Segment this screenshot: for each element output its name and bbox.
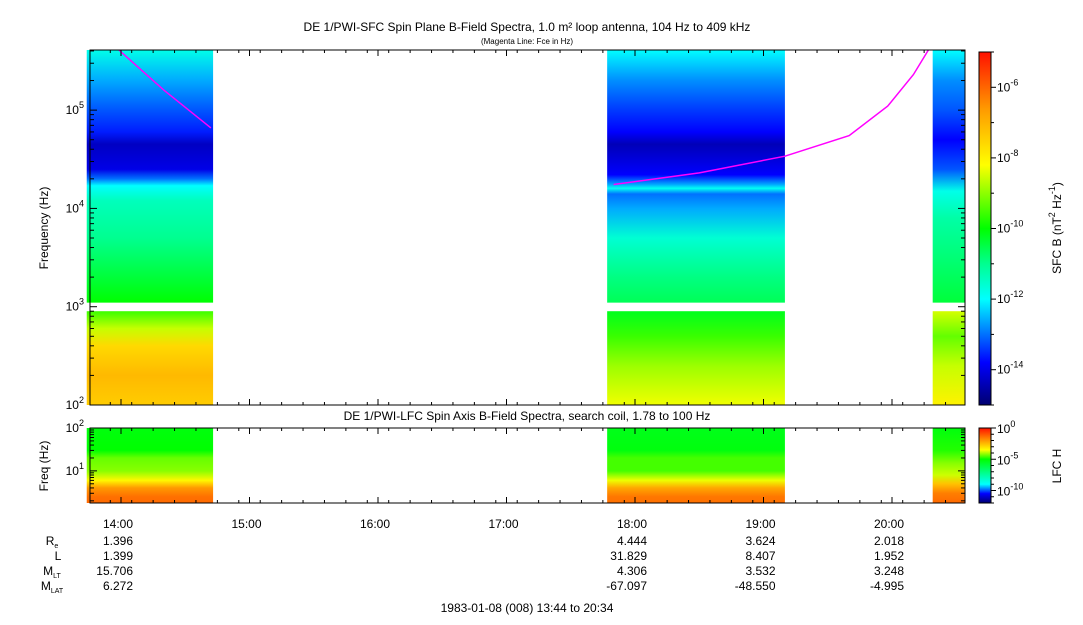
ephemeris-row-label: L bbox=[55, 549, 62, 563]
lfc-spectrum-band bbox=[86, 428, 214, 503]
x-tick-label: 14:00 bbox=[103, 517, 133, 531]
sfc-spectrum-lower-band bbox=[932, 311, 965, 405]
colorbar-tick-label: 10-10 bbox=[997, 482, 1023, 499]
ephemeris-value: 3.248 bbox=[874, 564, 904, 578]
bottom-panel-title: DE 1/PWI-LFC Spin Axis B-Field Spectra, … bbox=[344, 409, 711, 423]
x-tick-label: 17:00 bbox=[488, 517, 518, 531]
top-y-label: Frequency (Hz) bbox=[37, 187, 51, 270]
ephemeris-value: 4.306 bbox=[617, 564, 647, 578]
y-tick-label: 102 bbox=[66, 418, 84, 435]
ephemeris-value: 1.396 bbox=[103, 534, 133, 548]
date-caption: 1983-01-08 (008) 13:44 to 20:34 bbox=[441, 601, 614, 615]
ephemeris-value: -48.550 bbox=[735, 579, 776, 593]
sfc-colorbar-label: SFC B (nT2 Hz-1) bbox=[1047, 182, 1064, 274]
sfc-spectrum-upper-band bbox=[607, 50, 785, 303]
colorbar-tick-label: 10-6 bbox=[997, 77, 1018, 94]
colorbar-tick-label: 10-10 bbox=[997, 219, 1023, 236]
colorbar-tick-label: 10-12 bbox=[997, 289, 1023, 306]
lfc-spectrum-band bbox=[932, 428, 965, 503]
ephemeris-row-label: MLT bbox=[43, 564, 61, 580]
ephemeris-value: 1.952 bbox=[874, 549, 904, 563]
ephemeris-value: -4.995 bbox=[870, 579, 904, 593]
ephemeris-value: 6.272 bbox=[103, 579, 133, 593]
sfc-spectrum-lower-band bbox=[86, 311, 214, 405]
ephemeris-value: -67.097 bbox=[606, 579, 647, 593]
ephemeris-value: 15.706 bbox=[96, 564, 133, 578]
sfc-colorbar bbox=[978, 51, 992, 406]
y-tick-label: 102 bbox=[66, 395, 84, 412]
lfc-plot-frame bbox=[89, 427, 966, 504]
sfc-spectrum-upper-band bbox=[86, 50, 214, 303]
colorbar-tick-label: 100 bbox=[997, 419, 1015, 436]
sfc-spectrum-upper-band bbox=[932, 50, 965, 303]
lfc-panel: 101 102 bbox=[66, 418, 966, 504]
ephemeris-value: 4.444 bbox=[617, 534, 647, 548]
bottom-y-label: Freq (Hz) bbox=[37, 441, 51, 492]
ephemeris-value: 2.018 bbox=[874, 534, 904, 548]
lfc-spectrum-band bbox=[607, 428, 785, 503]
colorbar-tick-label: 10-14 bbox=[997, 360, 1023, 377]
sfc-spectrum-lower-band bbox=[607, 311, 785, 405]
colorbar-tick-label: 10-5 bbox=[997, 450, 1018, 467]
lfc-colorbar bbox=[978, 427, 992, 504]
ephemeris-value: 1.399 bbox=[103, 549, 133, 563]
x-tick-label: 16:00 bbox=[360, 517, 390, 531]
sfc-panel: 102 103 104 105 bbox=[66, 49, 966, 412]
ephemeris-value: 31.829 bbox=[610, 549, 647, 563]
y-tick-label: 101 bbox=[66, 461, 84, 478]
ephemeris-value: 3.532 bbox=[745, 564, 775, 578]
x-tick-label: 18:00 bbox=[617, 517, 647, 531]
top-panel-title: DE 1/PWI-SFC Spin Plane B-Field Spectra,… bbox=[304, 20, 751, 34]
sfc-plot-frame bbox=[89, 49, 966, 406]
x-tick-label: 19:00 bbox=[745, 517, 775, 531]
ephemeris-row-label: MLAT bbox=[41, 579, 64, 595]
top-panel-subtitle: (Magenta Line: Fce in Hz) bbox=[481, 37, 573, 46]
ephemeris-row-label: Re bbox=[46, 534, 59, 550]
lfc-colorbar-label: LFC H bbox=[1050, 449, 1064, 484]
y-tick-label: 103 bbox=[66, 297, 84, 314]
fce-magenta-line bbox=[118, 49, 930, 186]
colorbar-tick-label: 10-8 bbox=[997, 148, 1018, 165]
x-tick-label: 15:00 bbox=[231, 517, 261, 531]
ephemeris-value: 3.624 bbox=[745, 534, 775, 548]
y-tick-label: 104 bbox=[66, 198, 84, 215]
y-tick-label: 105 bbox=[66, 100, 84, 117]
ephemeris-value: 8.407 bbox=[745, 549, 775, 563]
x-tick-label: 20:00 bbox=[874, 517, 904, 531]
